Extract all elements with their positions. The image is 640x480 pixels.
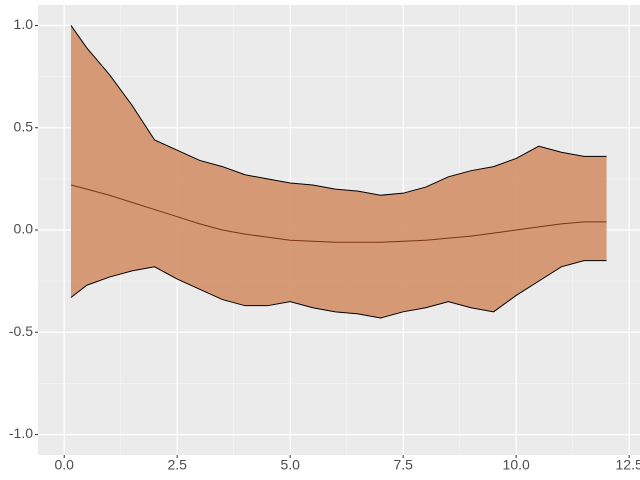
lower-bound	[70, 260, 607, 319]
ribbon-area	[70, 25, 607, 318]
mean-line	[70, 184, 607, 243]
y-tick-label: -0.5	[9, 323, 33, 339]
y-tick-label: 0.5	[14, 118, 34, 134]
x-tick-label: 7.5	[393, 457, 413, 473]
x-tick-label: 0.0	[54, 457, 74, 473]
y-tick-label: 1.0	[14, 16, 34, 32]
y-tick-label: 0.0	[14, 221, 34, 237]
x-tick-label: 10.0	[503, 457, 530, 473]
y-tick-label: -1.0	[9, 425, 33, 441]
x-tick-label: 2.5	[167, 457, 187, 473]
x-tick-label: 5.0	[280, 457, 300, 473]
upper-bound	[70, 25, 607, 196]
x-tick-label: 12.5	[616, 457, 640, 473]
